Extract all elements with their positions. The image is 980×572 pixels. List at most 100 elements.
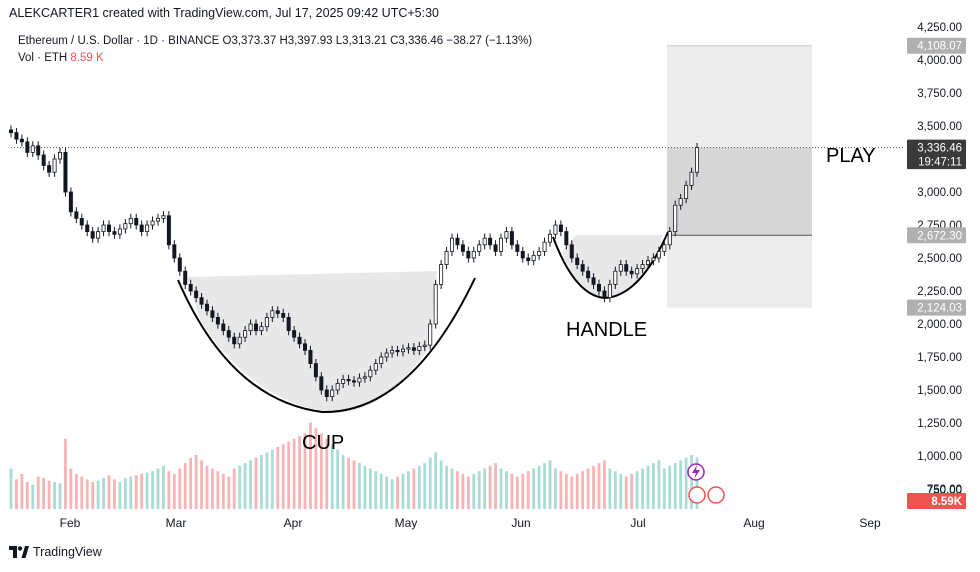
price-badge-text: 4,108.07 <box>917 41 962 53</box>
volume-bar <box>668 465 672 509</box>
candle-body <box>618 264 623 272</box>
volume-bar <box>69 468 73 509</box>
x-tick-label: May <box>395 516 418 530</box>
y-tick-label: 1,250.00 <box>917 418 962 430</box>
legend-row-price: Ethereum / U.S. Dollar · 1D · BINANCE O3… <box>18 35 532 52</box>
candle-body <box>134 217 139 226</box>
symbol-title[interactable]: Ethereum / U.S. Dollar · 1D · BINANCE <box>18 35 220 47</box>
volume-bar <box>298 436 301 509</box>
volume-bar <box>581 471 585 509</box>
volume-bar <box>53 482 56 509</box>
volume-bar <box>64 438 67 509</box>
volume-bar <box>303 433 307 509</box>
volume-bar <box>417 465 421 509</box>
candle-body <box>558 224 563 232</box>
volume-bar <box>662 468 666 509</box>
us-flag-event-icon <box>688 486 706 504</box>
candle-body <box>351 380 356 383</box>
candle-body <box>308 349 313 364</box>
candle-body <box>695 147 700 173</box>
volume-bar <box>325 438 329 509</box>
candle-body <box>96 231 101 239</box>
candle-body <box>531 254 536 262</box>
volume-bar <box>657 460 661 509</box>
candle-body <box>8 129 13 134</box>
candle-body <box>324 389 329 397</box>
candle-body <box>406 347 411 350</box>
volume-bar <box>156 468 160 509</box>
candle-body <box>52 158 57 173</box>
candle-body <box>368 369 373 378</box>
candle-body <box>215 316 220 325</box>
candle-body <box>569 244 574 259</box>
candle-body <box>68 191 73 213</box>
candle-body <box>253 323 258 331</box>
y-tick-label: 2,000.00 <box>917 319 962 331</box>
volume-bar <box>151 471 154 509</box>
candle-body <box>564 231 569 246</box>
candle-body <box>85 224 90 232</box>
x-tick-label: Jun <box>511 516 530 530</box>
price-badge-text: 3,336.46 <box>917 143 962 155</box>
candle-body <box>498 237 503 252</box>
candle-body <box>79 217 84 226</box>
candle-body <box>597 283 602 292</box>
candle-body <box>161 215 166 219</box>
candle-body <box>341 379 346 384</box>
y-tick-label: 3,750.00 <box>917 88 962 100</box>
price-badge <box>907 37 966 54</box>
candle-body <box>139 224 144 232</box>
candle-body <box>602 290 607 298</box>
candle-body <box>673 204 678 232</box>
candle-body <box>177 257 182 272</box>
candle-body <box>204 303 209 312</box>
volume-badge <box>907 493 966 509</box>
candle-body <box>194 290 199 298</box>
handle-label: HANDLE <box>566 319 648 341</box>
volume-bar <box>107 475 111 509</box>
volume-bar <box>695 457 699 509</box>
volume-bar <box>494 463 497 509</box>
candle-body <box>128 217 133 225</box>
price-axis: 750.001,000.001,250.001,500.001,750.002,… <box>917 22 962 496</box>
volume-bar <box>477 471 481 509</box>
candle-body <box>477 244 482 252</box>
volume-bar <box>428 457 432 509</box>
volume-bar <box>31 484 35 509</box>
volume-bar <box>646 465 650 509</box>
ohlc-change: −38.27 (−1.13%) <box>446 35 533 47</box>
price-badge <box>907 139 966 156</box>
candle-body <box>210 310 215 318</box>
volume-bar <box>178 468 182 509</box>
candle-body <box>335 382 340 391</box>
candle-body <box>232 336 237 345</box>
position-stop-zone <box>667 235 812 308</box>
ohlc-open: O3,373.37 <box>222 35 277 47</box>
volume-bar <box>113 479 116 509</box>
volume-bar <box>42 477 46 509</box>
candle-body <box>607 283 612 298</box>
candle-body <box>259 326 264 332</box>
candle-body <box>439 264 444 285</box>
candle-body <box>455 237 460 246</box>
volume-bar <box>243 463 247 509</box>
volume-bar <box>466 476 470 509</box>
candle-body <box>101 224 106 232</box>
candle-body <box>384 352 389 358</box>
lightning-glyph-icon <box>692 465 700 479</box>
volume-bar <box>374 471 378 509</box>
candle-body <box>297 336 302 345</box>
volume-bar <box>238 465 242 509</box>
candle-body <box>580 264 585 272</box>
volume-bar <box>80 476 84 509</box>
volume-bar <box>281 444 285 509</box>
candle-body <box>689 171 694 186</box>
volume-bar <box>559 471 563 509</box>
price-badges: 4,108.07 3,336.46 19:47:11 2,672.30 2,124.03… <box>687 37 966 509</box>
candle-body <box>63 151 68 193</box>
volume-bar <box>36 476 40 509</box>
price-badge <box>907 227 966 244</box>
volume-label: Vol · ETH <box>18 52 68 64</box>
candle-body <box>509 231 514 246</box>
